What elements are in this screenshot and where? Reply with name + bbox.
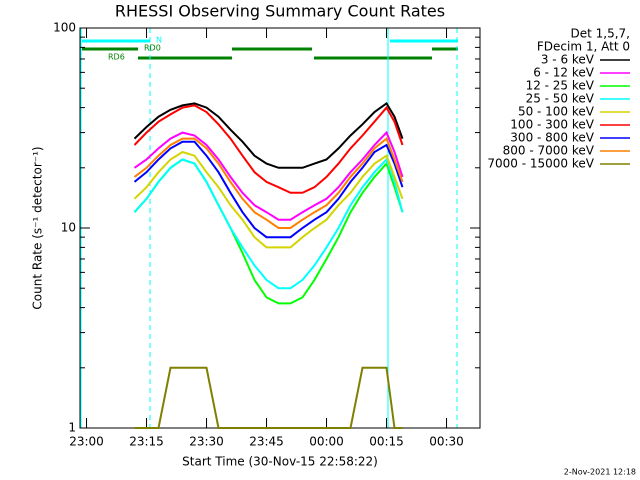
annotation: RD6 [108,53,125,62]
x-tick-label: 00:00 [309,435,344,449]
series-line [134,366,403,429]
series-line [133,101,404,169]
y-tick-label: 100 [53,21,76,35]
detector-info: FDecim 1, Att 0 [537,40,630,54]
y-tick-label: 1 [68,421,76,435]
chart-title: RHESSI Observing Summary Count Rates [115,2,445,21]
flag-bars [80,28,458,428]
legend-label: 7000 - 15000 keV [487,157,594,171]
legend-label: 12 - 25 keV [526,79,595,93]
legend-label: 25 - 50 keV [526,92,595,106]
series-line [133,150,404,249]
x-tick-label: 23:45 [249,435,284,449]
annotation: RD0 [144,44,161,53]
legend-label: 6 - 12 keV [533,66,595,80]
annotation: N [156,36,162,45]
legend-label: 100 - 300 keV [510,118,594,132]
x-tick-label: 00:30 [429,435,464,449]
x-tick-label: 23:30 [189,435,224,449]
series-line [133,104,404,194]
y-tick-label: 10 [61,221,76,235]
legend-label: 800 - 7000 keV [503,144,595,158]
footer: 2-Nov-2021 12:18 [564,468,636,477]
detector-info: Det 1,5,7, [571,27,631,41]
legend-label: 300 - 800 keV [510,131,594,145]
series-line [133,136,404,229]
x-tick-label: 23:15 [129,435,164,449]
y-axis-label: Count Rate (s⁻¹ detector⁻¹) [31,146,45,309]
x-tick-label: 23:00 [69,435,104,449]
x-axis-label: Start Time (30-Nov-15 22:58:22) [182,455,378,469]
x-tick-label: 00:15 [369,435,404,449]
series-line [133,157,404,290]
legend-label: 3 - 6 keV [541,53,595,67]
series-line [133,140,404,239]
series-line [133,130,404,221]
legend-label: 50 - 100 keV [518,105,595,119]
